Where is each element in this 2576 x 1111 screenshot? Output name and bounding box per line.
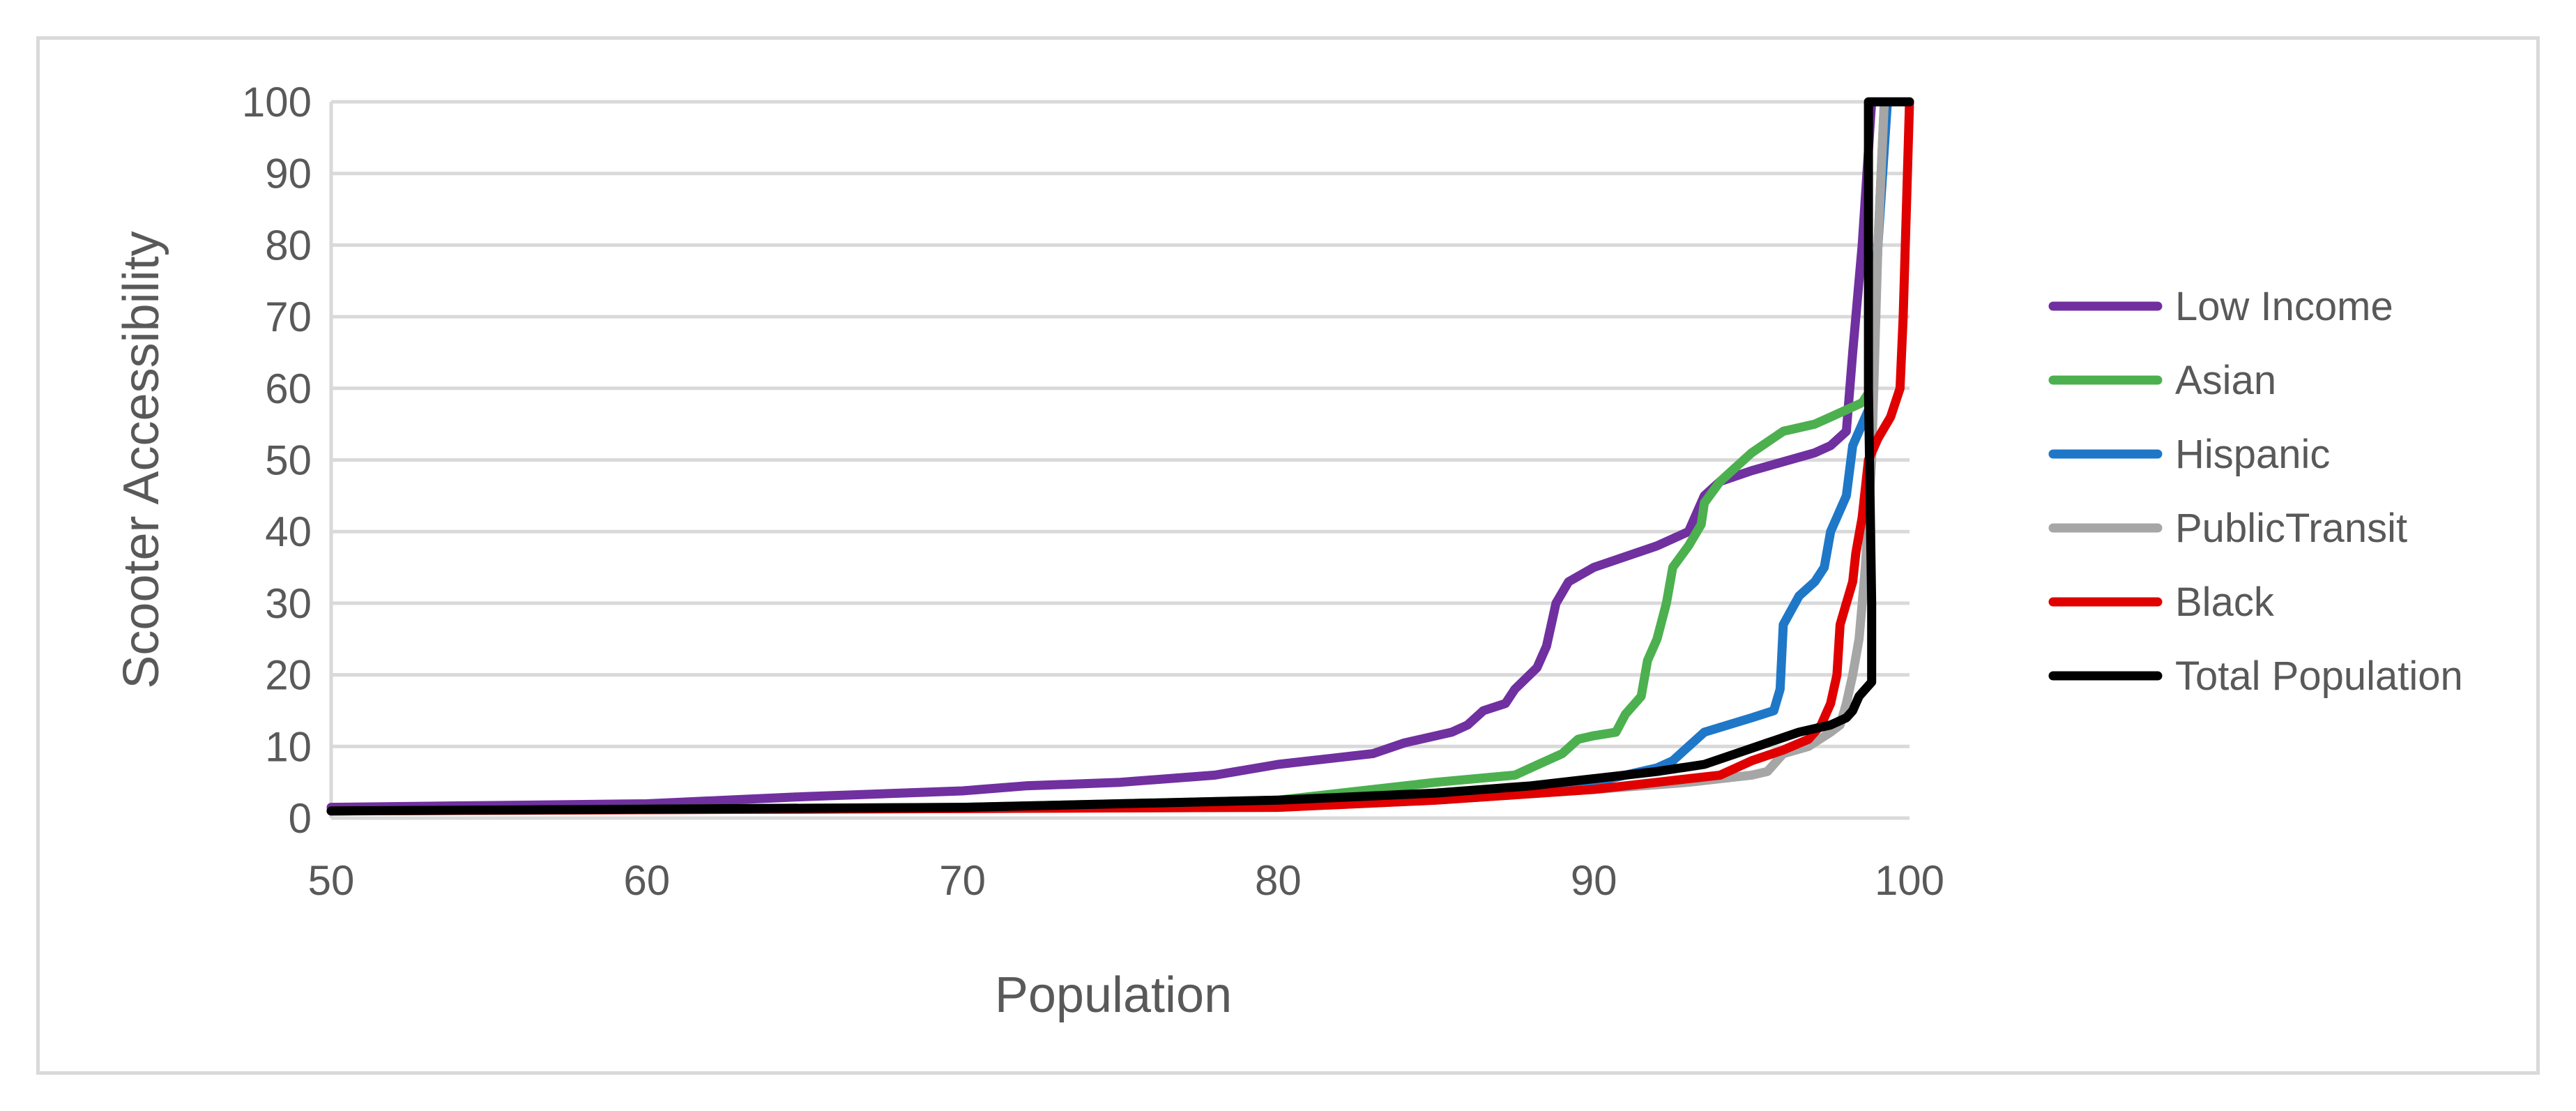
x-tick-label-80: 80 bbox=[1255, 857, 1302, 904]
y-tick-label-30: 30 bbox=[265, 580, 312, 627]
series-line-black bbox=[326, 97, 1914, 816]
y-tick-label-90: 90 bbox=[265, 151, 312, 197]
chart-frame: 0 10 20 30 40 50 60 70 80 90 100 50 60 70 80 90 100 Scoo… bbox=[36, 36, 2540, 1075]
line-chart: 0 10 20 30 40 50 60 70 80 90 100 50 60 70 80 90 100 Scoo… bbox=[114, 79, 2463, 1023]
y-tick-label-20: 20 bbox=[265, 652, 312, 699]
y-tick-label-0: 0 bbox=[289, 795, 312, 842]
series-line-asian bbox=[326, 97, 1898, 816]
series-line-hispanic bbox=[326, 97, 1898, 816]
x-tick-label-100: 100 bbox=[1875, 857, 1944, 904]
series-line-low-income bbox=[326, 97, 1883, 813]
x-axis-title: Population bbox=[995, 967, 1232, 1023]
x-tick-label-70: 70 bbox=[939, 857, 986, 904]
y-tick-label-80: 80 bbox=[265, 222, 312, 269]
series-line-total-population bbox=[326, 97, 1914, 816]
y-tick-label-60: 60 bbox=[265, 365, 312, 412]
legend-label-low-income: Low Income bbox=[2175, 284, 2393, 329]
legend-label-hispanic: Hispanic bbox=[2175, 432, 2330, 477]
legend-label-publictransit: PublicTransit bbox=[2175, 506, 2407, 551]
series-line-publictransit bbox=[326, 97, 1898, 816]
legend-label-total-population: Total Population bbox=[2175, 653, 2463, 699]
y-tick-label-50: 50 bbox=[265, 437, 312, 484]
y-tick-label-10: 10 bbox=[265, 723, 312, 770]
y-tick-label-70: 70 bbox=[265, 294, 312, 340]
y-tick-label-100: 100 bbox=[242, 79, 312, 126]
legend-label-asian: Asian bbox=[2175, 358, 2276, 403]
x-tick-label-60: 60 bbox=[623, 857, 670, 904]
y-tick-label-40: 40 bbox=[265, 508, 312, 555]
x-tick-label-50: 50 bbox=[308, 857, 355, 904]
y-axis-title: Scooter Accessibility bbox=[114, 231, 169, 688]
legend-label-black: Black bbox=[2175, 580, 2275, 625]
x-tick-label-90: 90 bbox=[1571, 857, 1617, 904]
legend: Low Income Asian Hispanic PublicTransit Blac… bbox=[2048, 284, 2463, 699]
